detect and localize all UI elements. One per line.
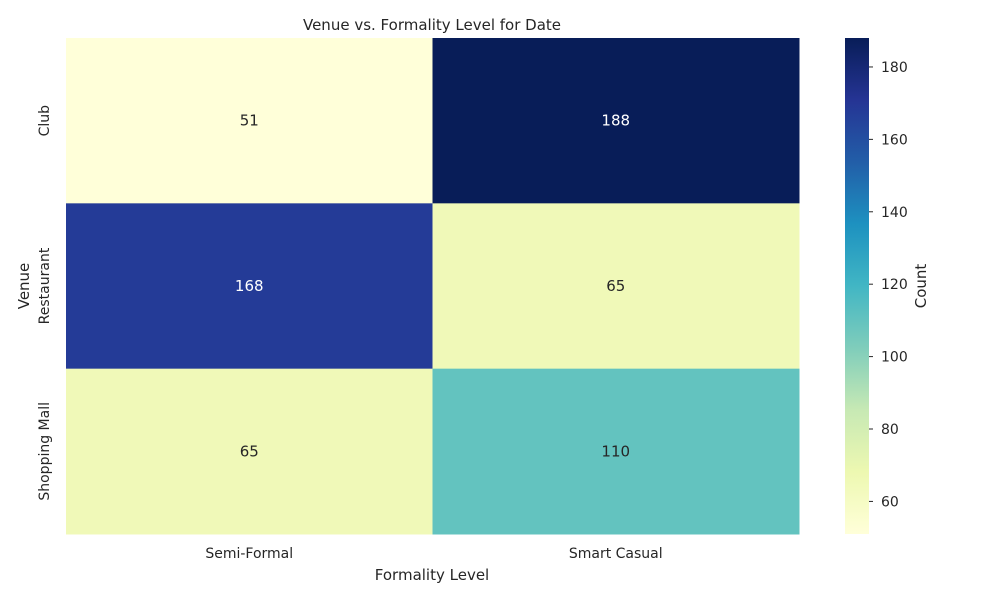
- y-axis-label: Venue: [15, 263, 33, 310]
- chart-title: Venue vs. Formality Level for Date: [303, 16, 561, 34]
- colorbar-tick-label: 100: [881, 350, 908, 366]
- cell-value-label: 110: [601, 442, 630, 460]
- x-tick-label: Smart Casual: [569, 546, 663, 562]
- heatmap-cell: [66, 38, 433, 204]
- heatmap-cell: [432, 203, 800, 370]
- colorbar-tick-label: 160: [881, 132, 908, 148]
- y-tick-label: Restaurant: [37, 247, 53, 324]
- x-tick-labels: Semi-Formal Smart Casual: [205, 546, 662, 562]
- heatmap-cell: [66, 368, 433, 535]
- y-tick-label: Shopping Mall: [37, 402, 53, 501]
- y-tick-labels: Club Restaurant Shopping Mall: [37, 105, 53, 501]
- cell-value-label: 51: [240, 112, 259, 130]
- cell-value-label: 188: [601, 112, 630, 130]
- x-tick-label: Semi-Formal: [205, 546, 293, 562]
- colorbar: [845, 38, 869, 534]
- heatmap-cells: [66, 38, 800, 535]
- heatmap-cell: [432, 368, 800, 535]
- x-axis-label: Formality Level: [375, 566, 489, 584]
- heatmap-cell-labels: 51 188 168 65 65 110: [235, 112, 630, 461]
- colorbar-ticks: 60 80 100 120 140 160 180: [869, 60, 908, 510]
- heatmap-cell: [66, 203, 433, 370]
- colorbar-tick-label: 80: [881, 422, 899, 438]
- colorbar-label: Count: [912, 264, 930, 309]
- colorbar-tick-label: 60: [881, 494, 899, 510]
- cell-value-label: 65: [240, 442, 259, 460]
- colorbar-tick-label: 120: [881, 277, 908, 293]
- colorbar-tick-label: 140: [881, 205, 908, 221]
- y-tick-label: Club: [37, 105, 53, 137]
- colorbar-tick-label: 180: [881, 60, 908, 76]
- cell-value-label: 65: [606, 277, 625, 295]
- cell-value-label: 168: [235, 277, 264, 295]
- heatmap-cell: [432, 38, 800, 204]
